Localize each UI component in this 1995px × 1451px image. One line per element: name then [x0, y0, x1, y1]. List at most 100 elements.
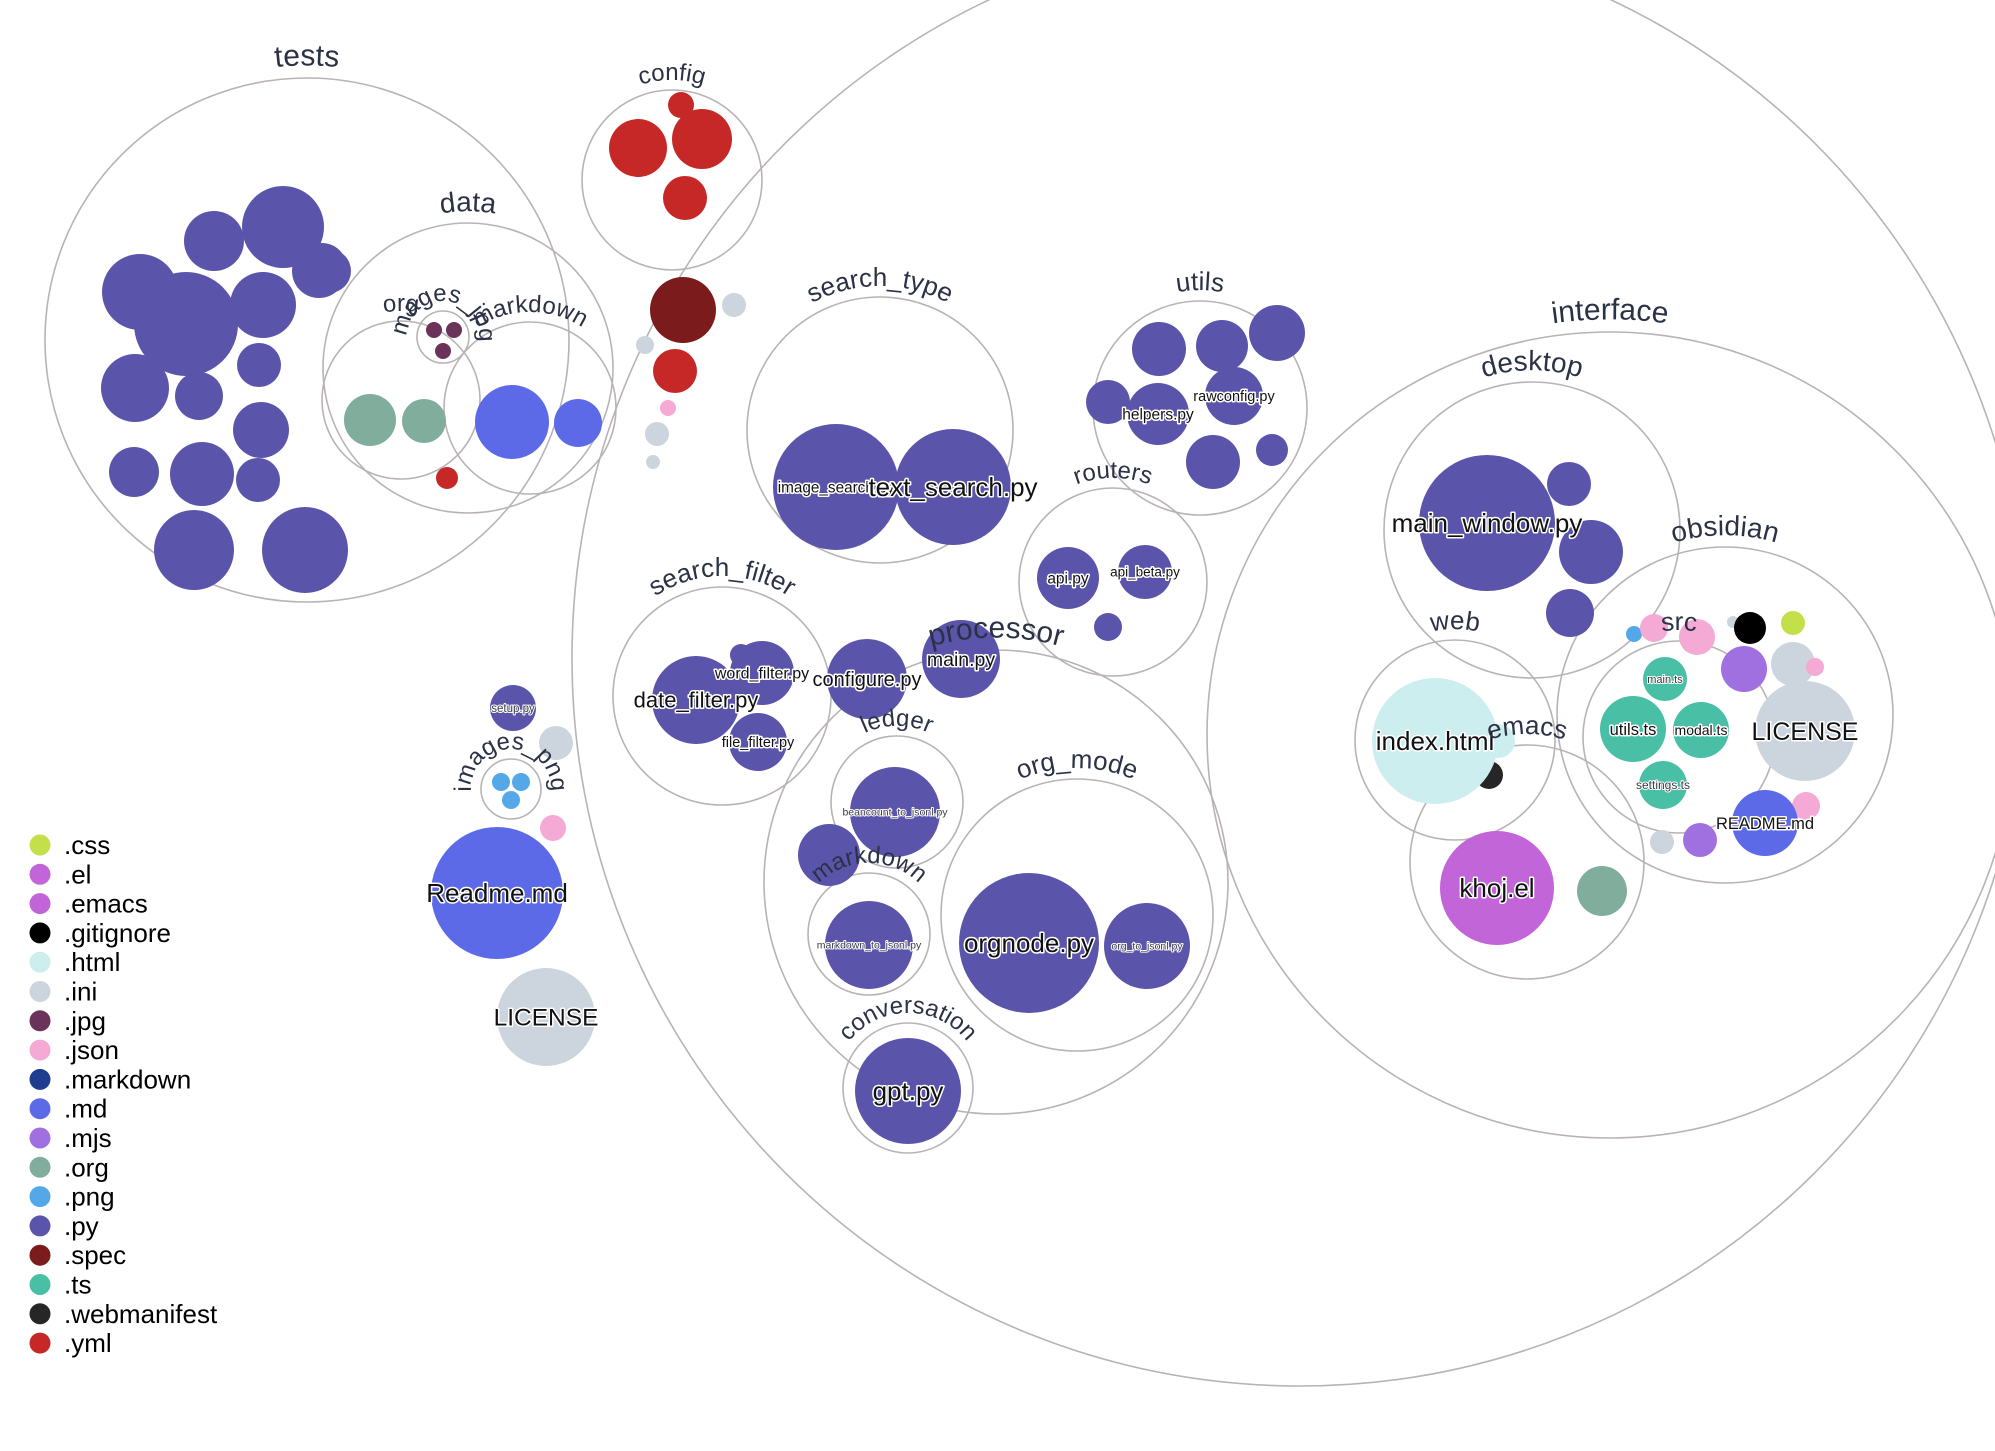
file-node[interactable]	[798, 824, 860, 886]
file-node[interactable]	[1806, 658, 1824, 676]
file-node[interactable]	[237, 343, 281, 387]
file-node-configure.py[interactable]	[827, 639, 907, 719]
file-node-file_filter.py[interactable]	[729, 713, 787, 771]
legend-swatch-emacs[interactable]	[29, 893, 51, 915]
group-ring-src[interactable]	[571, 0, 1995, 1387]
file-node-image_search.py[interactable]	[773, 424, 899, 550]
legend-swatch-json[interactable]	[29, 1039, 51, 1061]
file-node[interactable]	[668, 92, 694, 118]
group-ring-search_type[interactable]	[746, 296, 1014, 564]
file-node-README.md[interactable]	[1732, 790, 1798, 856]
legend-swatch-webmanifest[interactable]	[29, 1303, 51, 1325]
file-node[interactable]	[1626, 626, 1642, 642]
legend-swatch-html[interactable]	[29, 951, 51, 973]
group-ring-web[interactable]	[1354, 639, 1556, 841]
group-ring-interface[interactable]	[1206, 331, 1995, 1139]
file-node[interactable]	[1683, 823, 1717, 857]
legend-swatch-mjs[interactable]	[29, 1127, 51, 1149]
file-node[interactable]	[1577, 866, 1627, 916]
file-node[interactable]	[1256, 434, 1288, 466]
file-node[interactable]	[236, 458, 280, 502]
file-node[interactable]	[435, 343, 451, 359]
file-node[interactable]	[446, 322, 462, 338]
file-node-utils.ts[interactable]	[1600, 696, 1666, 762]
legend-swatch-css[interactable]	[29, 834, 51, 856]
file-node-api_beta.py[interactable]	[1118, 545, 1172, 599]
legend-swatch-ts[interactable]	[29, 1274, 51, 1295]
legend-swatch-png[interactable]	[29, 1186, 51, 1208]
file-node[interactable]	[1721, 646, 1767, 692]
file-node-setup.py[interactable]	[490, 685, 536, 731]
file-node[interactable]	[540, 815, 566, 841]
group-ring-ledger[interactable]	[830, 735, 964, 869]
group-ring-markdown[interactable]	[443, 321, 617, 495]
file-node-api.py[interactable]	[1037, 547, 1099, 609]
file-node-settings.ts[interactable]	[1639, 761, 1687, 809]
legend-swatch-org[interactable]	[29, 1156, 51, 1178]
file-node-helpers.py[interactable]	[1127, 383, 1189, 445]
file-node-main.py[interactable]	[922, 620, 1000, 698]
file-node[interactable]	[1196, 320, 1248, 372]
file-node[interactable]	[1132, 322, 1186, 376]
legend-swatch-spec[interactable]	[29, 1244, 51, 1266]
file-node-LICENSE[interactable]	[1755, 681, 1855, 781]
group-ring-tests[interactable]	[44, 77, 570, 603]
legend-swatch-md[interactable]	[29, 1098, 51, 1120]
file-node[interactable]	[175, 372, 223, 420]
file-node[interactable]	[170, 442, 234, 506]
file-node-date_filter.py[interactable]	[652, 656, 740, 744]
group-ring-conversation[interactable]	[842, 1022, 974, 1154]
file-node[interactable]	[1094, 613, 1122, 641]
file-node[interactable]	[1547, 462, 1591, 506]
file-node[interactable]	[1186, 435, 1240, 489]
file-node[interactable]	[502, 791, 520, 809]
file-node[interactable]	[1781, 611, 1805, 635]
group-ring-org[interactable]	[321, 320, 481, 480]
file-node-word_filter.py[interactable]	[730, 641, 794, 705]
file-node[interactable]	[554, 399, 602, 447]
file-node-orgnode.py[interactable]	[959, 873, 1099, 1013]
group-ring-markdown2[interactable]	[807, 872, 931, 996]
file-node[interactable]	[1792, 792, 1820, 820]
file-node[interactable]	[1679, 619, 1715, 655]
file-node[interactable]	[650, 277, 716, 343]
file-node-LICENSE[interactable]	[497, 968, 595, 1066]
file-node[interactable]	[1249, 305, 1305, 361]
group-ring-routers[interactable]	[1018, 487, 1208, 677]
file-node[interactable]	[1559, 520, 1623, 584]
file-node[interactable]	[539, 726, 573, 760]
file-node[interactable]	[1771, 642, 1815, 686]
legend-swatch-gitignore[interactable]	[29, 922, 51, 944]
legend-swatch-markdown[interactable]	[29, 1068, 51, 1090]
group-ring-org_mode[interactable]	[940, 778, 1214, 1052]
file-node[interactable]	[402, 399, 446, 443]
file-node-khoj.el[interactable]	[1440, 831, 1554, 945]
file-node[interactable]	[512, 773, 530, 791]
file-node[interactable]	[609, 119, 667, 177]
legend-swatch-ini[interactable]	[29, 981, 51, 1002]
file-node[interactable]	[1734, 612, 1766, 644]
file-node[interactable]	[344, 394, 396, 446]
group-ring-desktop[interactable]	[1383, 381, 1681, 679]
file-node[interactable]	[134, 272, 238, 376]
file-node[interactable]	[1086, 380, 1130, 424]
group-ring-data[interactable]	[322, 222, 614, 514]
file-node-beancount_to_jsonl.py[interactable]	[850, 767, 940, 857]
file-node-index.html[interactable]	[1372, 678, 1498, 804]
file-node[interactable]	[475, 385, 549, 459]
file-node[interactable]	[233, 402, 289, 458]
file-node[interactable]	[184, 211, 244, 271]
file-node[interactable]	[636, 336, 654, 354]
group-ring-images_png[interactable]	[480, 758, 542, 820]
file-node[interactable]	[426, 322, 442, 338]
file-node[interactable]	[1546, 589, 1594, 637]
file-node[interactable]	[242, 186, 324, 268]
file-node[interactable]	[262, 507, 348, 593]
file-node[interactable]	[663, 176, 707, 220]
file-node-gpt.py[interactable]	[855, 1038, 961, 1144]
group-ring-images_jpg[interactable]	[416, 310, 470, 364]
file-node[interactable]	[436, 467, 458, 489]
file-node[interactable]	[492, 773, 510, 791]
file-node-org_to_jsonl.py[interactable]	[1104, 903, 1190, 989]
file-node[interactable]	[154, 510, 234, 590]
